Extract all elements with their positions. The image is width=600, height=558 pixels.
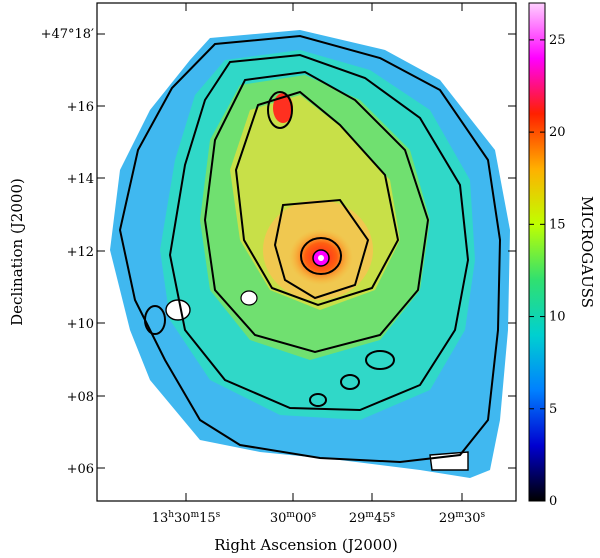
colorbar-tick-label-0: 0 xyxy=(549,494,557,509)
contour-11 xyxy=(309,393,327,407)
x-tick-label-3: 29m30s xyxy=(439,510,486,526)
y-axis-title: Declination (J2000) xyxy=(8,178,26,326)
map-image xyxy=(110,30,510,478)
colorbar-tick-label-4: 20 xyxy=(549,125,566,140)
y-tick-label-3: +12 xyxy=(67,245,94,260)
colorbar-tick-label-3: 15 xyxy=(549,217,566,232)
colorbar-title: MICROGAUSS xyxy=(578,196,596,308)
colorbar-ticks xyxy=(529,39,545,502)
y-tick-label-5: +08 xyxy=(67,390,94,405)
x-tick-label-0: 13h30m15s xyxy=(152,510,221,526)
x-axis-title: Right Ascension (J2000) xyxy=(214,536,397,554)
contour-lines xyxy=(118,34,502,464)
contour-2 xyxy=(168,53,470,412)
x-tick-label-2: 29m45s xyxy=(349,510,396,526)
y-tick-label-6: +06 xyxy=(67,462,94,477)
colorbar-tick-label-1: 5 xyxy=(549,402,557,417)
y-tick-label-0: +47°18′ xyxy=(41,27,94,42)
y-ticks xyxy=(97,33,516,469)
blank-region-southeast xyxy=(429,451,469,471)
x-tick-label-1: 30m00s xyxy=(270,510,317,526)
blank-region-center xyxy=(240,290,258,306)
colorbar-tick-label-2: 10 xyxy=(549,310,566,325)
colorbar-tick-labels: 0 5 10 15 20 25 xyxy=(549,33,566,509)
contour-9 xyxy=(365,350,395,370)
contour-7 xyxy=(267,91,293,129)
secondary-peak xyxy=(273,93,293,123)
contour-4 xyxy=(234,90,400,307)
contour-10 xyxy=(340,374,360,390)
contour-6 xyxy=(300,237,342,275)
nucleus-center xyxy=(318,255,324,261)
y-tick-labels: +47°18′ +16 +14 +12 +10 +08 +06 xyxy=(41,27,94,477)
colorbar-tick-label-5: 25 xyxy=(549,33,566,48)
x-ticks xyxy=(185,3,463,501)
contour-3 xyxy=(203,70,430,354)
blank-region-west xyxy=(165,299,191,321)
contour-1 xyxy=(118,34,502,464)
y-tick-label-2: +14 xyxy=(67,172,94,187)
contour-8 xyxy=(144,305,166,335)
y-tick-label-4: +10 xyxy=(67,317,94,332)
contour-5 xyxy=(273,198,370,300)
x-tick-labels: 13h30m15s 30m00s 29m45s 29m30s xyxy=(152,510,486,526)
colorbar xyxy=(528,2,546,502)
y-tick-label-1: +16 xyxy=(67,100,94,115)
